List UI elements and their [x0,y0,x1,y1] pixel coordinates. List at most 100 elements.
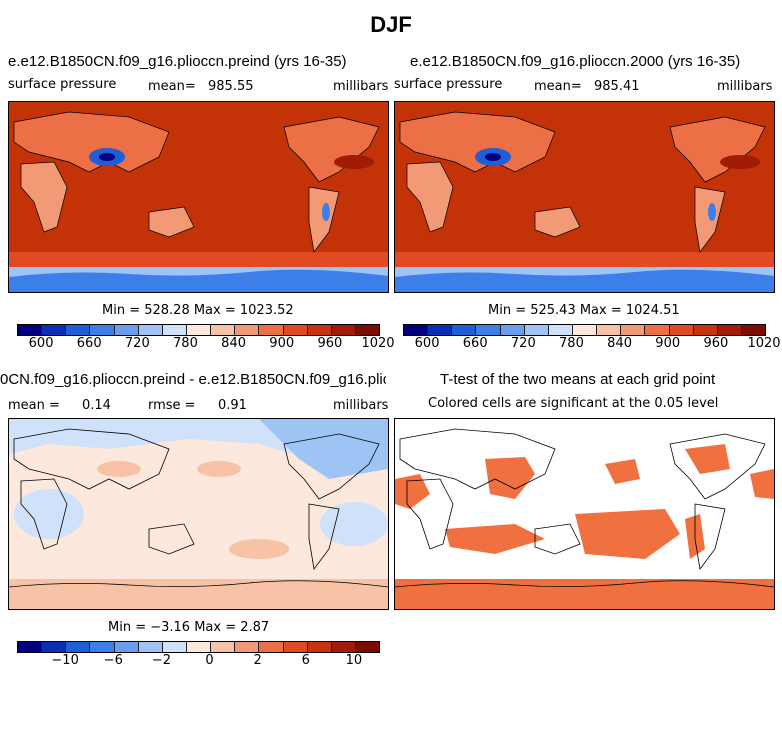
panel2-andes [708,203,716,221]
panel3-na-outline [283,433,380,500]
panel2-mean: 985.41 [594,79,640,94]
colorbar-swatch [18,325,43,335]
panel4-sig-pacific [605,459,640,484]
colorbar-tick-label: 900 [655,336,681,351]
colorbar-tick-label: 1020 [361,336,395,351]
panel4-antarctica-outline [395,580,774,588]
panel4-africa-outline [406,478,454,550]
panel4-australia-outline [534,523,581,555]
panel4-sig-east [750,469,774,499]
panel4-sig-south-pacific [575,509,680,559]
panel3-africa-outline [20,478,68,550]
colorbar-tick-label: 780 [559,336,584,351]
panel4-sig-asia [485,457,535,499]
colorbar-swatch [162,325,187,335]
panel4-sig-na [685,444,730,474]
colorbar-swatch [42,325,67,335]
figure-title: DJF [370,12,412,37]
colorbar-tick-label: 10 [345,653,363,668]
panel3-mean-label: mean = [8,398,60,413]
colorbar-swatch [452,325,477,335]
panel3-stats: Min = −3.16 Max = 2.87 [108,620,270,635]
colorbar-swatch [138,642,163,652]
panel1-title: e.e12.B1850CN.f09_g16.plioccn.preind (yr… [8,53,347,70]
panel3-colorbar [17,641,380,653]
panel3-mean: 0.14 [82,398,111,413]
colorbar-swatch [741,325,766,335]
panel3-map-svg [9,419,388,609]
colorbar-tick-label: 660 [462,336,488,351]
colorbar-swatch [211,642,236,652]
panel1-colorbar [17,324,380,336]
panel1-pacific-high [334,155,374,169]
panel3-east-pacific-negative [320,502,388,546]
panel3-rmse: 0.91 [218,398,247,413]
panel3-units: millibars [333,398,389,413]
panel2-title: e.e12.B1850CN.f09_g16.plioccn.2000 (yrs … [410,53,741,70]
panel4-map [394,418,775,610]
panel3-asia-positive [97,461,141,477]
panel3-na-negative [259,419,388,479]
panel3-antarctica-outline [9,580,388,588]
colorbar-tick-label: 960 [317,336,343,351]
colorbar-tick-label: 600 [28,336,54,351]
colorbar-tick-label: −2 [151,653,171,668]
panel4-eurasia-outline [399,428,556,490]
colorbar-swatch [307,325,332,335]
panel2-map [394,101,775,293]
panel2-mean-label: mean= [534,79,582,94]
panel3-australia-outline [148,523,195,555]
panel2-variable: surface pressure [394,77,503,92]
panel3-sa-outline [308,503,340,570]
panel2-colorbar [403,324,766,336]
colorbar-tick-label: 720 [510,336,536,351]
colorbar-swatch [138,325,163,335]
colorbar-swatch [669,325,694,335]
colorbar-swatch [717,325,742,335]
panel1-units: millibars [333,79,389,94]
panel3-south-pacific-positive [229,539,289,559]
panel3-title: 0CN.f09_g16.plioccn.preind - e.e12.B1850… [0,371,386,388]
colorbar-swatch [211,325,236,335]
colorbar-swatch [693,325,718,335]
colorbar-tick-label: 960 [703,336,729,351]
panel2-africa [406,161,454,233]
colorbar-swatch [307,642,332,652]
colorbar-swatch [404,325,429,335]
panel1-mean: 985.55 [208,79,254,94]
colorbar-swatch [186,325,212,335]
colorbar-swatch [235,642,260,652]
panel4-sig-atlantic [395,474,430,509]
panel1-variable: surface pressure [8,77,117,92]
colorbar-swatch [235,325,260,335]
colorbar-swatch [331,325,356,335]
panel3-map [8,418,389,610]
colorbar-swatch [186,642,212,652]
colorbar-tick-label: 840 [607,336,633,351]
panel2-north-america [669,116,766,183]
colorbar-swatch [114,642,139,652]
panel1-mean-label: mean= [148,79,196,94]
colorbar-swatch [42,642,67,652]
panel2-stats: Min = 525.43 Max = 1024.51 [488,303,680,318]
colorbar-swatch [645,325,670,335]
panel1-stats: Min = 528.28 Max = 1023.52 [102,303,294,318]
colorbar-swatch [355,642,380,652]
panel2-pacific-high [720,155,760,169]
panel1-map [8,101,389,293]
panel1-tibet-core [99,153,115,161]
colorbar-tick-label: 6 [301,653,310,668]
colorbar-tick-label: −10 [51,653,79,668]
colorbar-tick-label: 0 [205,653,214,668]
colorbar-swatch [90,325,115,335]
panel4-sig-indian [445,524,545,554]
panel4-title: T-test of the two means at each grid poi… [440,371,716,388]
colorbar-swatch [283,325,308,335]
colorbar-swatch [500,325,525,335]
colorbar-swatch [572,325,598,335]
panel1-antarctica-interior [9,269,388,292]
colorbar-swatch [428,325,453,335]
colorbar-swatch [355,325,380,335]
panel2-units: millibars [717,79,773,94]
colorbar-swatch [524,325,549,335]
